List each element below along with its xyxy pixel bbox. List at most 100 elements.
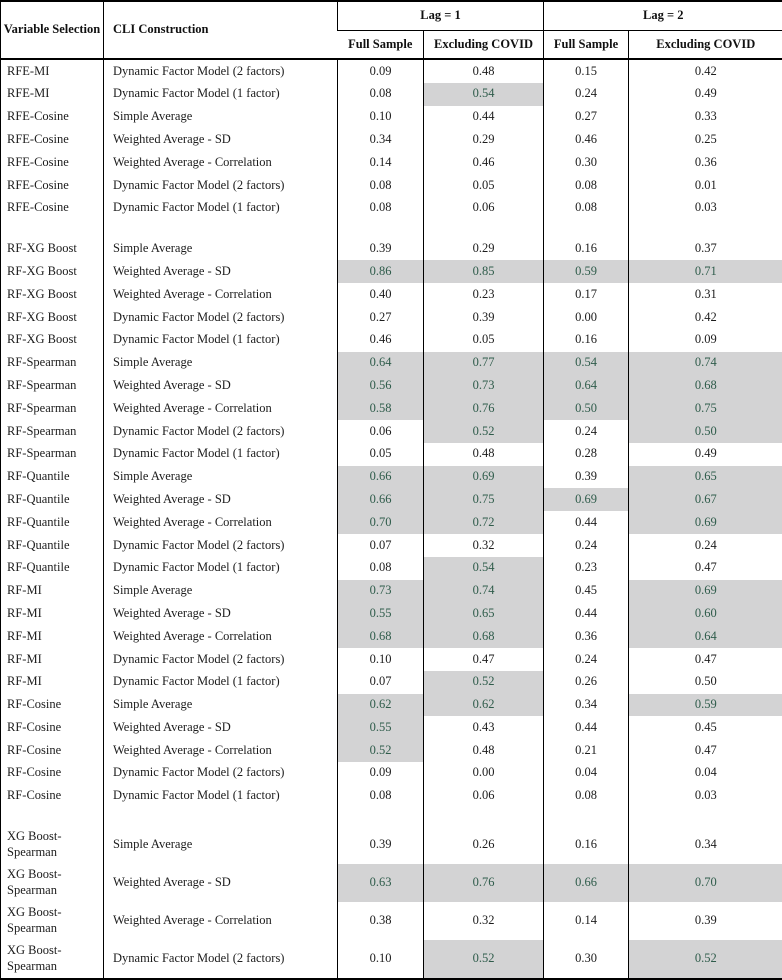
value-cell-lag2-excovid: 0.42: [629, 59, 782, 83]
cli-construction-cell: Weighted Average - Correlation: [104, 283, 338, 306]
table-row: RF-Spearman Dynamic Factor Model (2 fact…: [1, 420, 782, 443]
cli-construction-cell: Weighted Average - SD: [104, 374, 338, 397]
value-cell-lag1-excovid: 0.46: [424, 151, 544, 174]
value-cell-lag2-full: 0.44: [544, 716, 629, 739]
value-cell-lag2-excovid: 0.69: [629, 511, 782, 534]
table-header: Variable Selection CLI Construction Lag …: [1, 1, 782, 59]
variable-selection-cell: RF-XG Boost: [1, 306, 104, 329]
cli-construction-cell: Weighted Average - Correlation: [104, 151, 338, 174]
value-cell-lag2-full: 0.39: [544, 466, 629, 489]
value-cell-lag1-excovid: 0.74: [424, 580, 544, 603]
cli-construction-cell: Weighted Average - SD: [104, 602, 338, 625]
value-cell-lag1-excovid: 0.52: [424, 420, 544, 443]
value-cell-lag2-full: 0.26: [544, 671, 629, 694]
value-cell-lag2-excovid: 0.37: [629, 238, 782, 261]
value-cell-lag1-full: 0.66: [338, 466, 424, 489]
value-cell-lag1-full: 0.39: [338, 238, 424, 261]
variable-selection-cell: RF-Cosine: [1, 739, 104, 762]
header-variable-selection: Variable Selection: [1, 1, 104, 59]
value-cell-lag2-full: 0.08: [544, 785, 629, 808]
value-cell-lag1-excovid: 0.68: [424, 625, 544, 648]
value-cell-lag2-excovid: 0.59: [629, 694, 782, 717]
table-row: XG Boost-Spearman Weighted Average - Cor…: [1, 902, 782, 940]
header-lag-2: Lag = 2: [544, 1, 782, 31]
variable-selection-cell: RF-Spearman: [1, 420, 104, 443]
cli-construction-cell: Dynamic Factor Model (1 factor): [104, 785, 338, 808]
value-cell-lag1-excovid: 0.29: [424, 128, 544, 151]
table-row: RFE-MI Dynamic Factor Model (2 factors) …: [1, 59, 782, 83]
cli-construction-cell: Simple Average: [104, 238, 338, 261]
value-cell-lag2-full: 0.66: [544, 864, 629, 902]
value-cell-lag2-full: 0.16: [544, 238, 629, 261]
cli-construction-cell: Dynamic Factor Model (2 factors): [104, 762, 338, 785]
value-cell-lag1-excovid: 0.06: [424, 197, 544, 220]
value-cell-lag1-full: 0.39: [338, 826, 424, 864]
value-cell-lag2-full: 0.69: [544, 488, 629, 511]
table-row: RF-XG Boost Weighted Average - Correlati…: [1, 283, 782, 306]
table-row: RFE-Cosine Weighted Average - Correlatio…: [1, 151, 782, 174]
value-cell-lag1-full: 0.73: [338, 580, 424, 603]
cli-construction-cell: Simple Average: [104, 352, 338, 375]
cli-construction-cell: Weighted Average - Correlation: [104, 397, 338, 420]
value-cell-lag1-excovid: 0.48: [424, 443, 544, 466]
value-cell-lag1-excovid: 0.39: [424, 306, 544, 329]
table-row: RF-MI Weighted Average - SD 0.55 0.65 0.…: [1, 602, 782, 625]
value-cell-lag1-excovid: 0.29: [424, 238, 544, 261]
cli-construction-cell: Dynamic Factor Model (1 factor): [104, 83, 338, 106]
variable-selection-cell: RF-Cosine: [1, 762, 104, 785]
table-row: RF-Spearman Dynamic Factor Model (1 fact…: [1, 443, 782, 466]
value-cell-lag2-excovid: 0.71: [629, 260, 782, 283]
header-lag-1: Lag = 1: [338, 1, 544, 31]
value-cell-lag2-full: 0.54: [544, 352, 629, 375]
value-cell-lag1-full: 0.07: [338, 534, 424, 557]
variable-selection-cell: RFE-Cosine: [1, 106, 104, 129]
cli-construction-cell: Dynamic Factor Model (1 factor): [104, 671, 338, 694]
table-row: RF-Quantile Dynamic Factor Model (1 fact…: [1, 557, 782, 580]
value-cell-lag2-full: 0.04: [544, 762, 629, 785]
value-cell-lag2-excovid: 0.03: [629, 785, 782, 808]
value-cell-lag1-full: 0.08: [338, 174, 424, 197]
value-cell-lag2-full: 0.36: [544, 625, 629, 648]
header-cli-construction: CLI Construction: [104, 1, 338, 59]
value-cell-lag1-full: 0.10: [338, 106, 424, 129]
value-cell-lag2-excovid: 0.24: [629, 534, 782, 557]
value-cell-lag2-full: 0.16: [544, 329, 629, 352]
value-cell-lag1-excovid: 0.77: [424, 352, 544, 375]
value-cell-lag2-excovid: 0.09: [629, 329, 782, 352]
header-excluding-covid-lag2: Excluding COVID: [629, 31, 782, 60]
value-cell-lag1-excovid: 0.05: [424, 329, 544, 352]
table-row: RF-Spearman Simple Average 0.64 0.77 0.5…: [1, 352, 782, 375]
value-cell-lag2-excovid: 0.70: [629, 864, 782, 902]
value-cell-lag1-excovid: 0.06: [424, 785, 544, 808]
value-cell-lag1-excovid: 0.75: [424, 488, 544, 511]
value-cell-lag2-excovid: 0.68: [629, 374, 782, 397]
table-row: RF-Cosine Dynamic Factor Model (2 factor…: [1, 762, 782, 785]
table-row: RF-Cosine Weighted Average - Correlation…: [1, 739, 782, 762]
table-row: RF-MI Dynamic Factor Model (2 factors) 0…: [1, 648, 782, 671]
value-cell-lag2-excovid: 0.01: [629, 174, 782, 197]
value-cell-lag1-excovid: 0.69: [424, 466, 544, 489]
value-cell-lag1-full: 0.52: [338, 739, 424, 762]
value-cell-lag1-full: 0.64: [338, 352, 424, 375]
table-row: RFE-Cosine Dynamic Factor Model (1 facto…: [1, 197, 782, 220]
value-cell-lag1-excovid: 0.47: [424, 648, 544, 671]
value-cell-lag2-excovid: 0.64: [629, 625, 782, 648]
value-cell-lag2-full: 0.00: [544, 306, 629, 329]
cli-construction-cell: Weighted Average - SD: [104, 488, 338, 511]
variable-selection-cell: RF-MI: [1, 625, 104, 648]
variable-selection-cell: RFE-Cosine: [1, 128, 104, 151]
value-cell-lag1-excovid: 0.23: [424, 283, 544, 306]
value-cell-lag1-excovid: 0.52: [424, 671, 544, 694]
value-cell-lag2-full: 0.14: [544, 902, 629, 940]
value-cell-lag2-full: 0.17: [544, 283, 629, 306]
table-row: RF-Spearman Weighted Average - Correlati…: [1, 397, 782, 420]
value-cell-lag1-full: 0.55: [338, 716, 424, 739]
value-cell-lag2-full: 0.15: [544, 59, 629, 83]
header-full-sample-lag2: Full Sample: [544, 31, 629, 60]
value-cell-lag1-excovid: 0.32: [424, 534, 544, 557]
variable-selection-cell: RF-MI: [1, 602, 104, 625]
table-row: RF-Cosine Dynamic Factor Model (1 factor…: [1, 785, 782, 808]
value-cell-lag1-excovid: 0.62: [424, 694, 544, 717]
table-row: RF-Quantile Weighted Average - Correlati…: [1, 511, 782, 534]
